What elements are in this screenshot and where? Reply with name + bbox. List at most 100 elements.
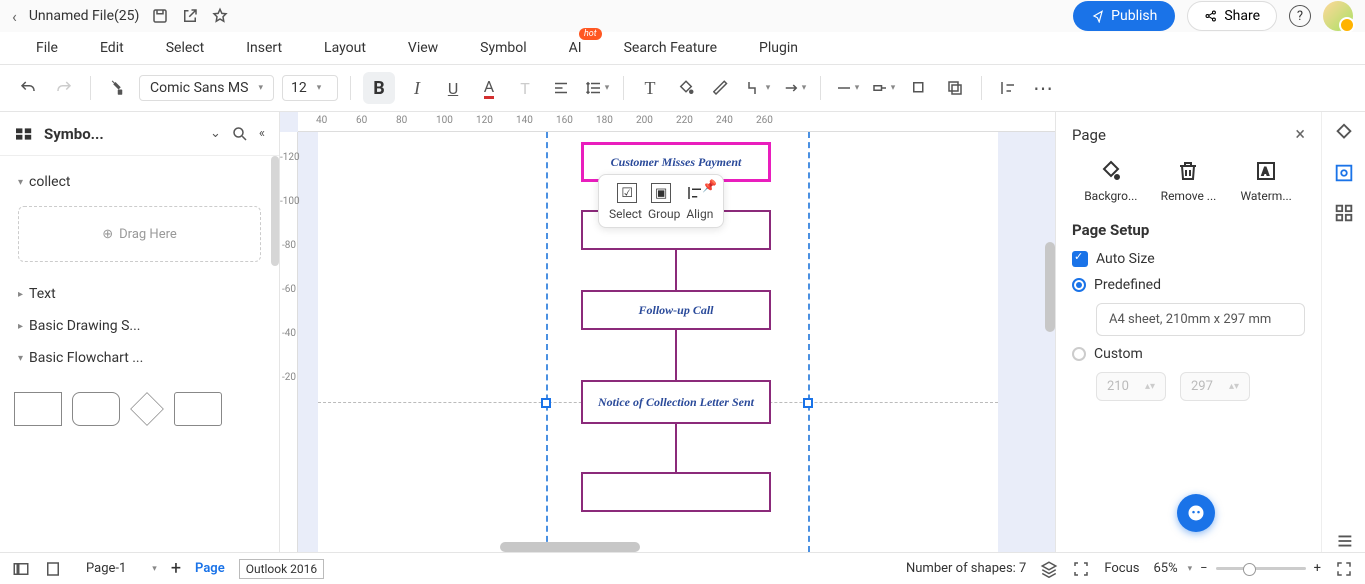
strikethrough-button[interactable]: T xyxy=(511,74,539,102)
add-page-button[interactable]: + xyxy=(171,558,181,579)
category-text[interactable]: Text xyxy=(18,278,261,310)
save-icon[interactable] xyxy=(151,7,169,25)
back-icon[interactable]: ‹ xyxy=(12,7,17,26)
zoom-out-button[interactable]: − xyxy=(1200,561,1207,576)
font-family-select[interactable]: Comic Sans MS▾ xyxy=(139,75,274,101)
canvas-scrollbar-h[interactable] xyxy=(500,542,640,552)
page-settings-icon[interactable] xyxy=(1333,162,1355,184)
category-basic-flowchart[interactable]: Basic Flowchart ... xyxy=(18,342,261,374)
more-icon[interactable]: ⋯ xyxy=(1030,74,1058,102)
predefined-row[interactable]: Predefined xyxy=(1072,277,1305,293)
text-tool-icon[interactable]: T xyxy=(636,74,664,102)
user-avatar[interactable] xyxy=(1323,1,1353,31)
menu-ai[interactable]: AIhot xyxy=(569,40,582,56)
canvas-scrollbar-v[interactable] xyxy=(1045,242,1055,332)
shape-rect2[interactable] xyxy=(174,392,222,426)
menu-insert[interactable]: Insert xyxy=(246,40,282,56)
tab-menu-icon[interactable]: ▾ xyxy=(152,564,157,574)
shape-rectangle[interactable] xyxy=(14,392,62,426)
align-button[interactable] xyxy=(547,74,575,102)
shadow-icon[interactable] xyxy=(905,74,933,102)
auto-size-checkbox[interactable] xyxy=(1072,251,1088,267)
distribute-icon[interactable] xyxy=(994,74,1022,102)
page-surface[interactable]: Customer Misses PaymentFollow-up CallNot… xyxy=(318,132,998,552)
chat-fab[interactable] xyxy=(1177,494,1215,532)
selection-handle[interactable] xyxy=(803,398,813,408)
flowchart-node[interactable]: Follow-up Call xyxy=(581,290,771,330)
font-color-button[interactable]: A xyxy=(475,74,503,102)
flowchart-node[interactable]: Notice of Collection Letter Sent xyxy=(581,380,771,424)
flowchart-connector[interactable] xyxy=(675,330,677,380)
width-input[interactable]: 210▴▾ xyxy=(1096,372,1166,401)
layers-icon[interactable] xyxy=(1040,560,1058,578)
background-action[interactable]: Backgro... xyxy=(1076,159,1146,203)
drag-here-zone[interactable]: ⊕ Drag Here xyxy=(18,206,261,262)
selection-handle[interactable] xyxy=(541,398,551,408)
zoom-slider[interactable] xyxy=(1216,567,1306,570)
menu-search-feature[interactable]: Search Feature xyxy=(624,40,717,56)
redo-button[interactable] xyxy=(50,74,78,102)
line-color-icon[interactable] xyxy=(708,74,736,102)
group-tool-icon[interactable]: ▣ xyxy=(651,183,671,203)
grid-icon[interactable] xyxy=(1333,202,1355,224)
file-name[interactable]: Unnamed File(25) xyxy=(29,8,140,24)
fill-color-icon[interactable] xyxy=(672,74,700,102)
search-icon[interactable] xyxy=(231,125,249,143)
fullscreen-icon[interactable] xyxy=(1335,560,1353,578)
share-button[interactable]: Share xyxy=(1187,1,1277,31)
left-scrollbar[interactable] xyxy=(271,156,279,266)
focus-icon[interactable] xyxy=(1072,560,1090,578)
open-external-icon[interactable] xyxy=(181,7,199,25)
bold-button[interactable]: B xyxy=(363,72,395,104)
category-basic-drawing[interactable]: Basic Drawing S... xyxy=(18,310,261,342)
pin-icon[interactable]: 📌 xyxy=(702,179,717,193)
category-collect[interactable]: collect xyxy=(18,166,261,198)
menu-symbol[interactable]: Symbol xyxy=(480,40,526,56)
menu-file[interactable]: File xyxy=(36,40,58,56)
flowchart-connector[interactable] xyxy=(675,250,677,290)
pages-icon[interactable] xyxy=(44,560,62,578)
panel-dropdown-icon[interactable]: ⌄ xyxy=(210,126,221,141)
close-panel-icon[interactable]: × xyxy=(1295,124,1305,145)
help-icon[interactable]: ? xyxy=(1289,5,1311,27)
shape-rounded-rect[interactable] xyxy=(72,392,120,426)
line-style-icon[interactable]: ▾ xyxy=(833,74,861,102)
custom-radio[interactable] xyxy=(1072,347,1086,361)
theme-icon[interactable] xyxy=(1333,122,1355,144)
connector-icon[interactable]: ▾ xyxy=(744,74,772,102)
undo-button[interactable] xyxy=(14,74,42,102)
publish-button[interactable]: Publish xyxy=(1073,1,1175,31)
remove-action[interactable]: Remove ... xyxy=(1153,159,1223,203)
arrow-style-icon[interactable]: ▾ xyxy=(780,74,808,102)
preset-select[interactable]: A4 sheet, 210mm x 297 mm xyxy=(1096,303,1305,336)
auto-size-row[interactable]: Auto Size xyxy=(1072,251,1305,267)
layer-icon[interactable] xyxy=(941,74,969,102)
star-icon[interactable] xyxy=(211,7,229,25)
arrow-end-icon[interactable]: ▾ xyxy=(869,74,897,102)
font-size-select[interactable]: 12▾ xyxy=(282,75,338,101)
menu-edit[interactable]: Edit xyxy=(100,40,124,56)
menu-plugin[interactable]: Plugin xyxy=(759,40,798,56)
list-icon[interactable] xyxy=(1333,530,1355,552)
flowchart-connector[interactable] xyxy=(675,424,677,472)
underline-button[interactable]: U xyxy=(439,74,467,102)
canvas[interactable]: 406080100120140160180200220240260 -120-1… xyxy=(280,112,1055,552)
focus-label[interactable]: Focus xyxy=(1104,561,1139,576)
custom-row[interactable]: Custom xyxy=(1072,346,1305,362)
zoom-value[interactable]: 65% xyxy=(1154,561,1178,576)
zoom-in-button[interactable]: + xyxy=(1314,561,1321,576)
predefined-radio[interactable] xyxy=(1072,278,1086,292)
height-input[interactable]: 297▴▾ xyxy=(1180,372,1250,401)
shape-diamond[interactable] xyxy=(130,392,164,426)
collapse-panel-icon[interactable]: « xyxy=(259,126,265,141)
menu-view[interactable]: View xyxy=(408,40,438,56)
format-painter-icon[interactable] xyxy=(103,74,131,102)
menu-layout[interactable]: Layout xyxy=(324,40,366,56)
watermark-action[interactable]: A Waterm... xyxy=(1231,159,1301,203)
line-spacing-button[interactable]: ▾ xyxy=(583,74,611,102)
outline-view-icon[interactable] xyxy=(12,560,30,578)
italic-button[interactable]: I xyxy=(403,74,431,102)
select-tool-icon[interactable]: ☑ xyxy=(617,183,637,203)
flowchart-node[interactable] xyxy=(581,472,771,512)
menu-select[interactable]: Select xyxy=(166,40,204,56)
